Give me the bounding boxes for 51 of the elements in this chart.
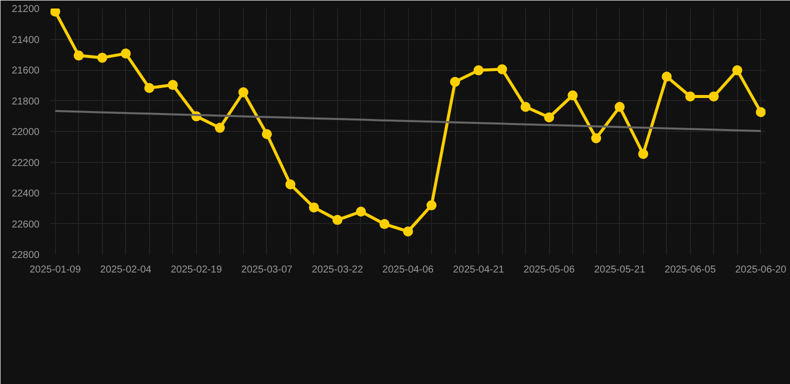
point (591, 133, 602, 144)
point (426, 200, 437, 210)
point (262, 129, 272, 140)
point (214, 122, 225, 133)
point (474, 65, 484, 76)
y-tick-label: 22800 (12, 250, 40, 261)
x-tick-label: 2025-04-06 (382, 264, 434, 276)
point (332, 214, 342, 225)
x-tick-label: 2025-05-06 (524, 264, 576, 276)
point (356, 206, 366, 217)
point (74, 50, 84, 61)
point (285, 179, 296, 190)
point (403, 226, 413, 236)
point (520, 102, 531, 112)
point (544, 112, 554, 122)
point (308, 202, 319, 212)
y-tick-label: 21800 (12, 96, 40, 108)
point (756, 107, 766, 118)
point (568, 90, 578, 100)
point (168, 80, 178, 90)
x-tick-label: 2025-02-19 (170, 264, 222, 276)
x-tick-label: 2025-03-22 (312, 264, 364, 276)
x-tick-label: 2025-01-09 (30, 264, 82, 276)
line-series (54, 110, 762, 132)
point (708, 91, 719, 102)
point (614, 102, 625, 112)
point (120, 48, 131, 59)
x-tick-label: 2025-03-07 (241, 264, 293, 276)
point (497, 64, 508, 74)
y-tick-label: 22000 (12, 127, 40, 138)
y-tick-label: 21200 (12, 4, 40, 15)
y-tick-label: 22600 (12, 219, 40, 230)
point (379, 219, 390, 230)
point (450, 76, 460, 87)
point (638, 148, 648, 159)
point (685, 91, 696, 102)
x-tick-label: 2025-04-21 (452, 264, 505, 276)
x-tick-label: 2025-05-21 (594, 264, 646, 276)
point (238, 87, 248, 98)
point (50, 8, 60, 17)
point (732, 65, 742, 76)
x-tick-label: 2025-06-05 (664, 264, 716, 276)
point (144, 83, 154, 93)
y-tick-label: 22400 (12, 188, 40, 200)
x-tick-label: 2025-02-04 (100, 264, 152, 276)
y-tick-label: 21600 (12, 66, 40, 76)
point (97, 52, 108, 63)
x-tick-label: 2025-06-20 (735, 264, 787, 276)
point (662, 72, 672, 82)
y-tick-label: 21400 (12, 34, 40, 46)
y-tick-label: 22200 (12, 158, 40, 169)
